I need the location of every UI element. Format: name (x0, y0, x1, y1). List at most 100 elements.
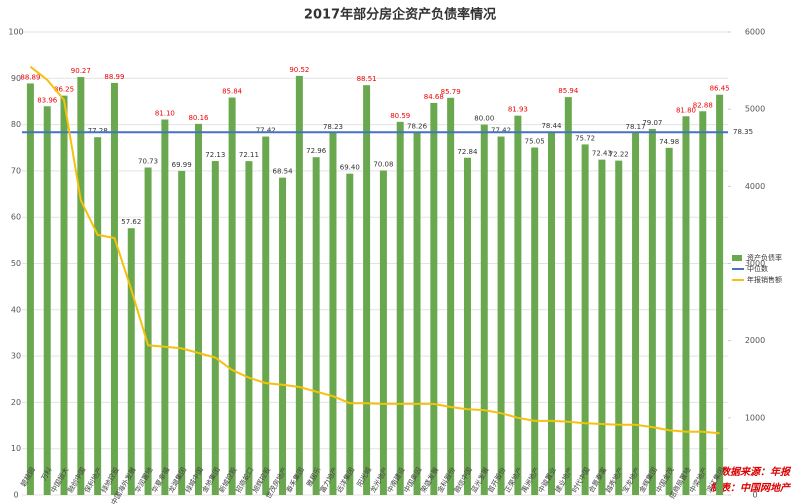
bar (531, 147, 539, 495)
y-tick-label: 20 (11, 398, 21, 407)
bar (413, 132, 421, 496)
data-label: 72.22 (609, 151, 629, 159)
bar (463, 157, 471, 495)
data-label: 75.05 (525, 138, 545, 146)
y-tick-label: 90 (11, 74, 21, 83)
bar (144, 167, 152, 496)
data-label: 81.80 (676, 106, 696, 114)
y-tick-label: 80 (11, 120, 21, 129)
bar (43, 106, 51, 495)
bar (110, 82, 118, 495)
data-label: 85.84 (222, 88, 243, 96)
data-label: 77.28 (88, 127, 108, 135)
bar (211, 161, 219, 496)
y-tick-label: 60 (11, 213, 21, 222)
data-label: 72.43 (592, 150, 612, 158)
data-label: 85.79 (441, 88, 461, 96)
y-tick-label: 30 (11, 352, 21, 361)
bar (77, 77, 85, 495)
x-tick-label: 雅居乐 (304, 466, 322, 489)
data-label: 83.96 (37, 96, 58, 104)
legend-swatch (732, 255, 742, 261)
data-label: 80.16 (188, 114, 209, 122)
bar (379, 170, 387, 495)
bar (262, 136, 270, 495)
bar (548, 131, 555, 495)
data-label: 77.42 (491, 127, 511, 135)
legend-label: 中位数 (747, 264, 768, 273)
data-label: 80.00 (474, 115, 494, 123)
bar (716, 94, 724, 495)
y-tick-label: 40 (11, 305, 21, 314)
bar (312, 157, 320, 496)
bar (94, 137, 102, 495)
bar (127, 228, 135, 495)
y-tick-label: 100 (8, 28, 23, 37)
x-tick-label: 碧桂园 (19, 466, 37, 489)
data-label: 88.89 (20, 73, 40, 81)
y-tick-label: 10 (11, 444, 21, 453)
bar (430, 102, 438, 495)
bar (648, 128, 656, 496)
bar (564, 97, 572, 495)
data-label: 72.96 (306, 147, 327, 155)
maker-note: 制表：中国网地产 (710, 482, 792, 494)
data-label: 85.94 (558, 87, 579, 95)
bar (26, 83, 34, 495)
data-label: 82.88 (693, 101, 713, 109)
bar (699, 111, 707, 496)
legend-label: 资产负债率 (747, 253, 782, 262)
bar (178, 170, 186, 496)
data-label: 57.62 (121, 218, 141, 226)
y2-tick-label: 6000 (745, 28, 765, 37)
y-tick-label: 70 (11, 166, 21, 175)
y2-tick-label: 5000 (745, 105, 765, 114)
data-label: 80.59 (390, 112, 410, 120)
chart-title: 2017年部分房企资产负债率情况 (304, 7, 496, 23)
data-label: 69.99 (172, 161, 192, 169)
data-label: 88.99 (104, 73, 124, 81)
data-label: 75.72 (575, 134, 595, 142)
sales-line (29, 65, 720, 435)
bar (60, 95, 68, 495)
source-note: 数据来源：年报 (720, 466, 792, 478)
data-label: 69.40 (340, 164, 360, 172)
data-label: 68.54 (273, 168, 294, 176)
bar (480, 124, 488, 495)
data-label: 86.25 (54, 86, 74, 94)
data-label: 72.13 (205, 151, 225, 159)
bar (447, 97, 455, 495)
y2-tick-label: 1000 (745, 413, 765, 422)
data-label: 70.73 (138, 158, 158, 166)
data-label: 78.17 (626, 123, 646, 131)
legend-label: 年报销售额 (747, 275, 782, 284)
bar (581, 144, 589, 496)
data-label: 70.08 (373, 161, 393, 169)
y2-tick-label: 4000 (745, 182, 765, 191)
data-label: 72.84 (457, 148, 478, 156)
bar (615, 160, 623, 495)
data-label: 78.44 (541, 122, 562, 130)
bar (497, 136, 505, 495)
data-label: 72.11 (239, 151, 259, 159)
data-label: 74.98 (659, 138, 679, 146)
data-label: 81.10 (155, 110, 175, 118)
bar (396, 121, 404, 496)
data-label: 81.93 (508, 106, 528, 114)
bar (346, 173, 354, 496)
data-label: 84.68 (424, 93, 444, 101)
data-label: 90.27 (71, 67, 91, 75)
y-tick-label: 50 (11, 259, 21, 268)
bar (598, 159, 606, 495)
median-label: 78.35 (733, 128, 753, 136)
bar (514, 115, 522, 496)
bar (682, 116, 690, 496)
data-label: 86.45 (710, 85, 730, 93)
data-label: 88.51 (357, 75, 377, 83)
bar (161, 119, 169, 495)
bar (363, 85, 371, 495)
x-tick-label: 万科 (39, 466, 54, 483)
y-tick-label: 0 (13, 491, 18, 500)
data-label: 77.42 (256, 127, 276, 135)
